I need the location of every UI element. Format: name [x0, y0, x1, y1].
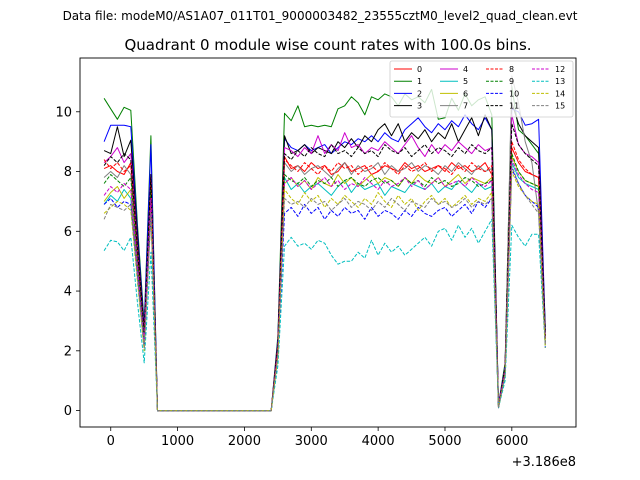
legend-label-4: 4 — [463, 65, 468, 74]
x-axis-offset-label: +3.186e8 — [512, 455, 576, 470]
legend-label-5: 5 — [463, 77, 468, 86]
series-line-8 — [103, 141, 546, 412]
series-line-14 — [103, 171, 546, 412]
series-layer — [103, 75, 546, 412]
axes-frame — [79, 57, 577, 428]
x-axis-ticks: 0 1000 2000 3000 4000 5000 6000 — [107, 427, 528, 449]
legend-label-8: 8 — [509, 65, 514, 74]
legend-label-13: 13 — [555, 77, 565, 86]
legend-label-1: 1 — [417, 77, 422, 86]
x-tick-label: 4000 — [362, 434, 395, 449]
x-tick-label: 0 — [107, 434, 115, 449]
chart-title: Quadrant 0 module wise count rates with … — [124, 36, 531, 54]
legend-label-10: 10 — [509, 89, 519, 98]
x-tick-label: 5000 — [428, 434, 461, 449]
legend-label-15: 15 — [555, 102, 565, 111]
y-tick-label: 2 — [64, 344, 72, 359]
legend-label-7: 7 — [463, 102, 468, 111]
y-tick-label: 10 — [55, 105, 72, 120]
x-tick-label: 6000 — [495, 434, 528, 449]
legend-label-11: 11 — [509, 102, 519, 111]
legend-box — [389, 60, 574, 118]
legend-label-2: 2 — [417, 89, 422, 98]
x-tick-label: 1000 — [161, 434, 194, 449]
y-tick-label: 8 — [64, 165, 72, 180]
x-tick-label: 3000 — [295, 434, 328, 449]
y-tick-label: 0 — [64, 404, 72, 419]
data-file-suptitle: Data file: modeM0/AS1A07_011T01_90000034… — [63, 9, 578, 23]
legend-label-9: 9 — [509, 77, 514, 86]
legend-label-3: 3 — [417, 102, 422, 111]
legend-label-12: 12 — [555, 65, 565, 74]
y-tick-label: 4 — [64, 285, 72, 300]
legend-label-6: 6 — [463, 89, 468, 98]
x-tick-label: 2000 — [228, 434, 261, 449]
series-line-15 — [103, 165, 546, 412]
legend-label-0: 0 — [417, 65, 422, 74]
y-tick-label: 6 — [64, 225, 72, 240]
y-axis-ticks: 0 2 4 6 8 10 — [55, 105, 80, 419]
legend-label-14: 14 — [555, 89, 565, 98]
